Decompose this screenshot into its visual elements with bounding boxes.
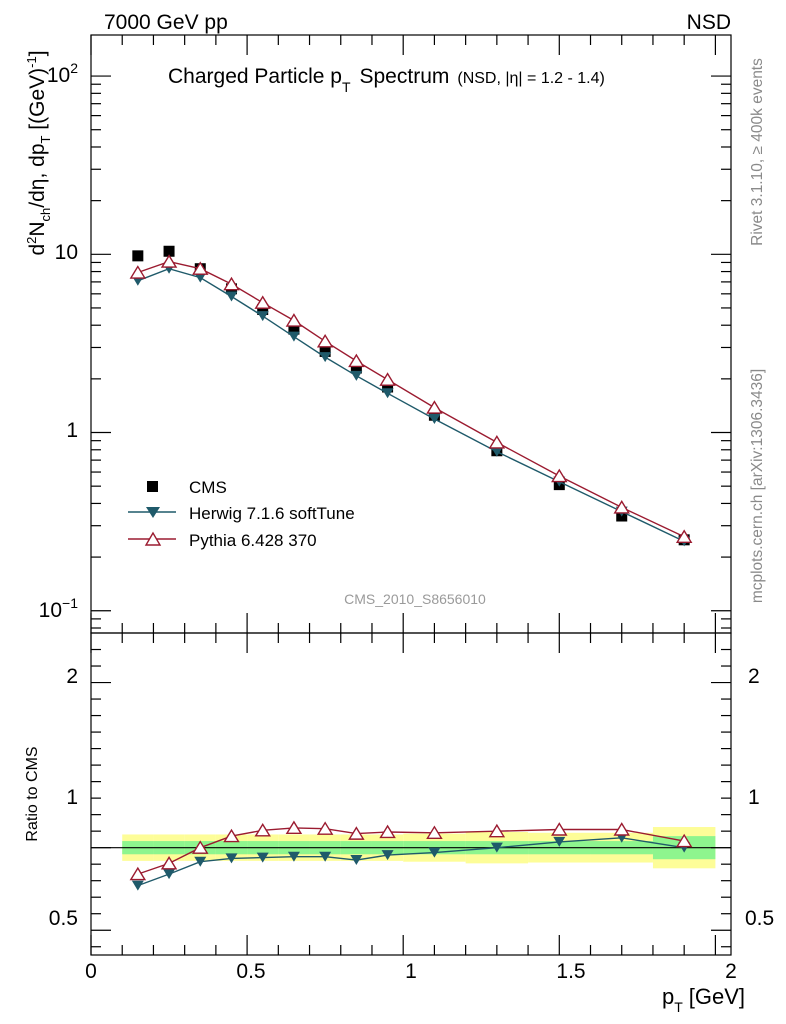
main-data-point (192, 261, 209, 275)
xtick-label: 1.5 (556, 960, 585, 983)
main-data-point (132, 250, 144, 262)
ratio-data-point (129, 866, 147, 881)
ratio-panel-frame (90, 632, 732, 956)
ratio-data-point (254, 822, 271, 837)
main-data-point (285, 313, 303, 327)
main-data-point (225, 291, 238, 302)
legend-pythia-label: Pythia 6.428 370 (189, 531, 317, 550)
main-data-point (382, 381, 394, 393)
ratio-data-point (381, 850, 394, 861)
x-axis-label: pT [GeV] (662, 984, 745, 1015)
ratio-data-point (223, 828, 240, 843)
main-ytick-label: 10−1 (39, 595, 79, 622)
ratio-series-line (137, 837, 685, 887)
ratio-tick-labels: 2 1 0.5 2 1 0.5 0 0.5 1 1.5 2 (49, 665, 774, 983)
xtick-label: 0.5 (236, 960, 265, 983)
main-data-point (350, 370, 363, 381)
ratio-data-point (613, 822, 630, 836)
xtick-label: 2 (725, 960, 737, 983)
legend-herwig-label: Herwig 7.1.6 softTune (189, 504, 355, 523)
ratio-data-point (350, 855, 363, 866)
main-data-point (316, 333, 334, 348)
main-data-point (428, 414, 441, 425)
ratio-data-point (192, 840, 209, 854)
main-data-point (675, 529, 693, 543)
ratio-data-point (256, 852, 269, 863)
ratio-data-point (553, 836, 566, 847)
main-data-point (288, 323, 300, 335)
legend-herwig-marker (146, 507, 160, 518)
ratio-data-point (488, 823, 506, 838)
main-tick-labels: 102 10 1 10−1 (39, 60, 79, 622)
main-data-point (613, 500, 630, 514)
ratio-ytick-label-right: 2 (748, 665, 760, 688)
ratio-data-point (160, 856, 178, 870)
rivet-label: Rivet 3.1.10, ≥ 400k events (749, 58, 766, 246)
ratio-data-point (285, 820, 303, 835)
main-data-point (160, 254, 178, 268)
ratio-data-point (426, 825, 443, 840)
ratio-data-point (194, 856, 207, 867)
main-data-point (257, 304, 269, 316)
ratio-ylabel: Ratio to CMS (24, 746, 41, 841)
legend-cms-marker (147, 481, 158, 492)
ratio-data-point (490, 842, 503, 853)
legend: CMS Herwig 7.1.6 softTune Pythia 6.428 3… (128, 478, 355, 550)
main-axis-ticks (90, 35, 731, 633)
ratio-data-point (131, 880, 144, 891)
main-data-point (490, 446, 503, 457)
ratio-data-point (319, 851, 332, 862)
xtick-label: 1 (405, 960, 417, 983)
ratio-ytick-label-left: 0.5 (49, 907, 78, 930)
main-title: Charged Particle pT Spectrum (NSD, |η| = 1… (168, 65, 605, 95)
main-data-point (163, 245, 175, 257)
ratio-data-point (348, 826, 365, 840)
main-data-point (319, 345, 331, 357)
main-data-point (129, 265, 147, 279)
main-series-line (137, 267, 685, 543)
main-data-point (254, 295, 271, 309)
main-data-point (319, 352, 332, 363)
ratio-series-layer (129, 820, 693, 891)
ratio-data-point (225, 853, 238, 864)
main-ytick-label: 1 (66, 419, 78, 442)
main-data-point (256, 311, 269, 322)
main-series-layer (129, 245, 693, 547)
main-ytick-label: 10 (55, 241, 78, 264)
main-data-point (350, 362, 362, 374)
ratio-data-point (163, 869, 176, 880)
ratio-series-line (137, 827, 685, 875)
main-data-point (488, 435, 506, 449)
ratio-data-point (428, 847, 441, 858)
main-data-point (223, 276, 240, 291)
ratio-ytick-label-left: 1 (66, 786, 78, 809)
ratio-data-point (379, 824, 396, 839)
main-data-point (287, 331, 300, 342)
ratio-ytick-label-left: 2 (66, 665, 78, 688)
energy-label: 7000 GeV pp (104, 11, 228, 34)
ratio-ytick-label-right: 0.5 (745, 907, 774, 930)
analysis-watermark: CMS_2010_S8656010 (344, 591, 486, 607)
ratio-data-point (287, 851, 300, 862)
main-data-point (194, 272, 207, 283)
ratio-data-point (551, 822, 568, 836)
main-data-point (426, 400, 443, 414)
legend-cms-label: CMS (189, 478, 227, 497)
main-data-point (348, 353, 365, 368)
ratio-data-point (675, 833, 693, 848)
ratio-axis-ticks (90, 633, 731, 955)
ratio-data-point (316, 821, 334, 835)
process-label: NSD (687, 11, 731, 34)
main-data-point (381, 388, 394, 399)
legend-pythia-marker (144, 531, 162, 546)
mcplots-label: mcplots.cern.ch [arXiv:1306.3436] (749, 369, 766, 603)
main-panel-frame (90, 34, 732, 634)
main-data-point (551, 468, 568, 483)
ratio-ytick-label-right: 1 (748, 786, 760, 809)
main-data-point (379, 372, 396, 386)
xtick-label: 0 (85, 960, 97, 983)
main-ytick-label: 102 (47, 60, 78, 87)
